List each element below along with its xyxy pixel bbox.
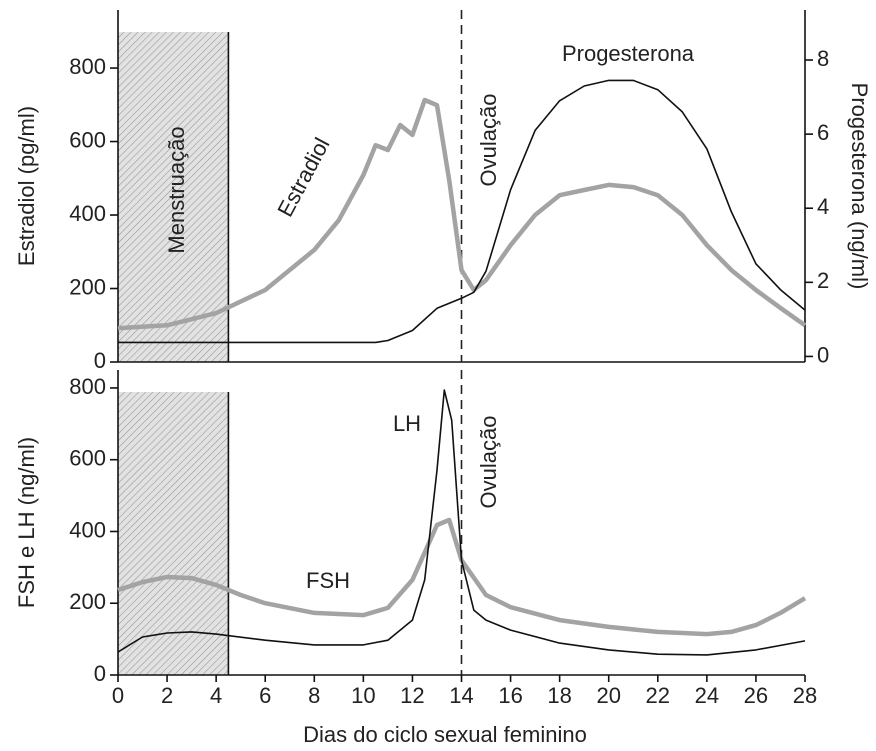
menstruation-span: [118, 32, 229, 362]
x-tick-label: 0: [112, 683, 124, 708]
series-line: [117, 389, 806, 656]
ovulation-label: Ovulação: [476, 416, 501, 509]
menstruation-span: [118, 392, 229, 675]
y-tick-label: 600: [69, 127, 106, 152]
y2-axis-label: Progesterona (ng/ml): [847, 83, 872, 290]
series-label: FSH: [306, 568, 350, 593]
y-tick-label: 0: [94, 661, 106, 686]
y-axis-label: Estradiol (pg/ml): [14, 106, 39, 266]
series-label: Progesterona: [562, 41, 695, 66]
y-tick-label: 800: [69, 54, 106, 79]
x-tick-label: 22: [646, 683, 670, 708]
y-tick-label: 400: [69, 517, 106, 542]
y2-tick-label: 0: [817, 342, 829, 367]
series-line: [118, 79, 806, 344]
y-tick-label: 200: [69, 274, 106, 299]
ovulation-label: Ovulação: [476, 94, 501, 187]
series-label: LH: [393, 411, 421, 436]
x-tick-label: 10: [351, 683, 375, 708]
x-tick-label: 26: [744, 683, 768, 708]
y-tick-label: 200: [69, 589, 106, 614]
y-tick-label: 0: [94, 348, 106, 373]
x-tick-label: 14: [449, 683, 473, 708]
y-tick-label: 400: [69, 201, 106, 226]
x-tick-label: 16: [498, 683, 522, 708]
x-tick-label: 4: [210, 683, 222, 708]
y2-tick-label: 8: [817, 46, 829, 71]
x-tick-label: 24: [695, 683, 719, 708]
x-tick-label: 20: [596, 683, 620, 708]
x-tick-label: 8: [308, 683, 320, 708]
x-tick-label: 6: [259, 683, 271, 708]
series-line: [117, 97, 807, 331]
x-tick-label: 2: [161, 683, 173, 708]
y-axis-label: FSH e LH (ng/ml): [14, 437, 39, 608]
x-tick-label: 18: [547, 683, 571, 708]
y2-tick-label: 2: [817, 268, 829, 293]
span-label: Menstruação: [164, 126, 189, 253]
y2-tick-label: 6: [817, 120, 829, 145]
y2-tick-label: 4: [817, 194, 829, 219]
x-tick-label: 12: [400, 683, 424, 708]
y-tick-label: 600: [69, 446, 106, 471]
x-axis-label: Dias do ciclo sexual feminino: [303, 722, 587, 747]
y-tick-label: 800: [69, 374, 106, 399]
series-line: [117, 517, 807, 637]
series-label: Estradiol: [272, 134, 334, 221]
x-tick-label: 28: [793, 683, 817, 708]
